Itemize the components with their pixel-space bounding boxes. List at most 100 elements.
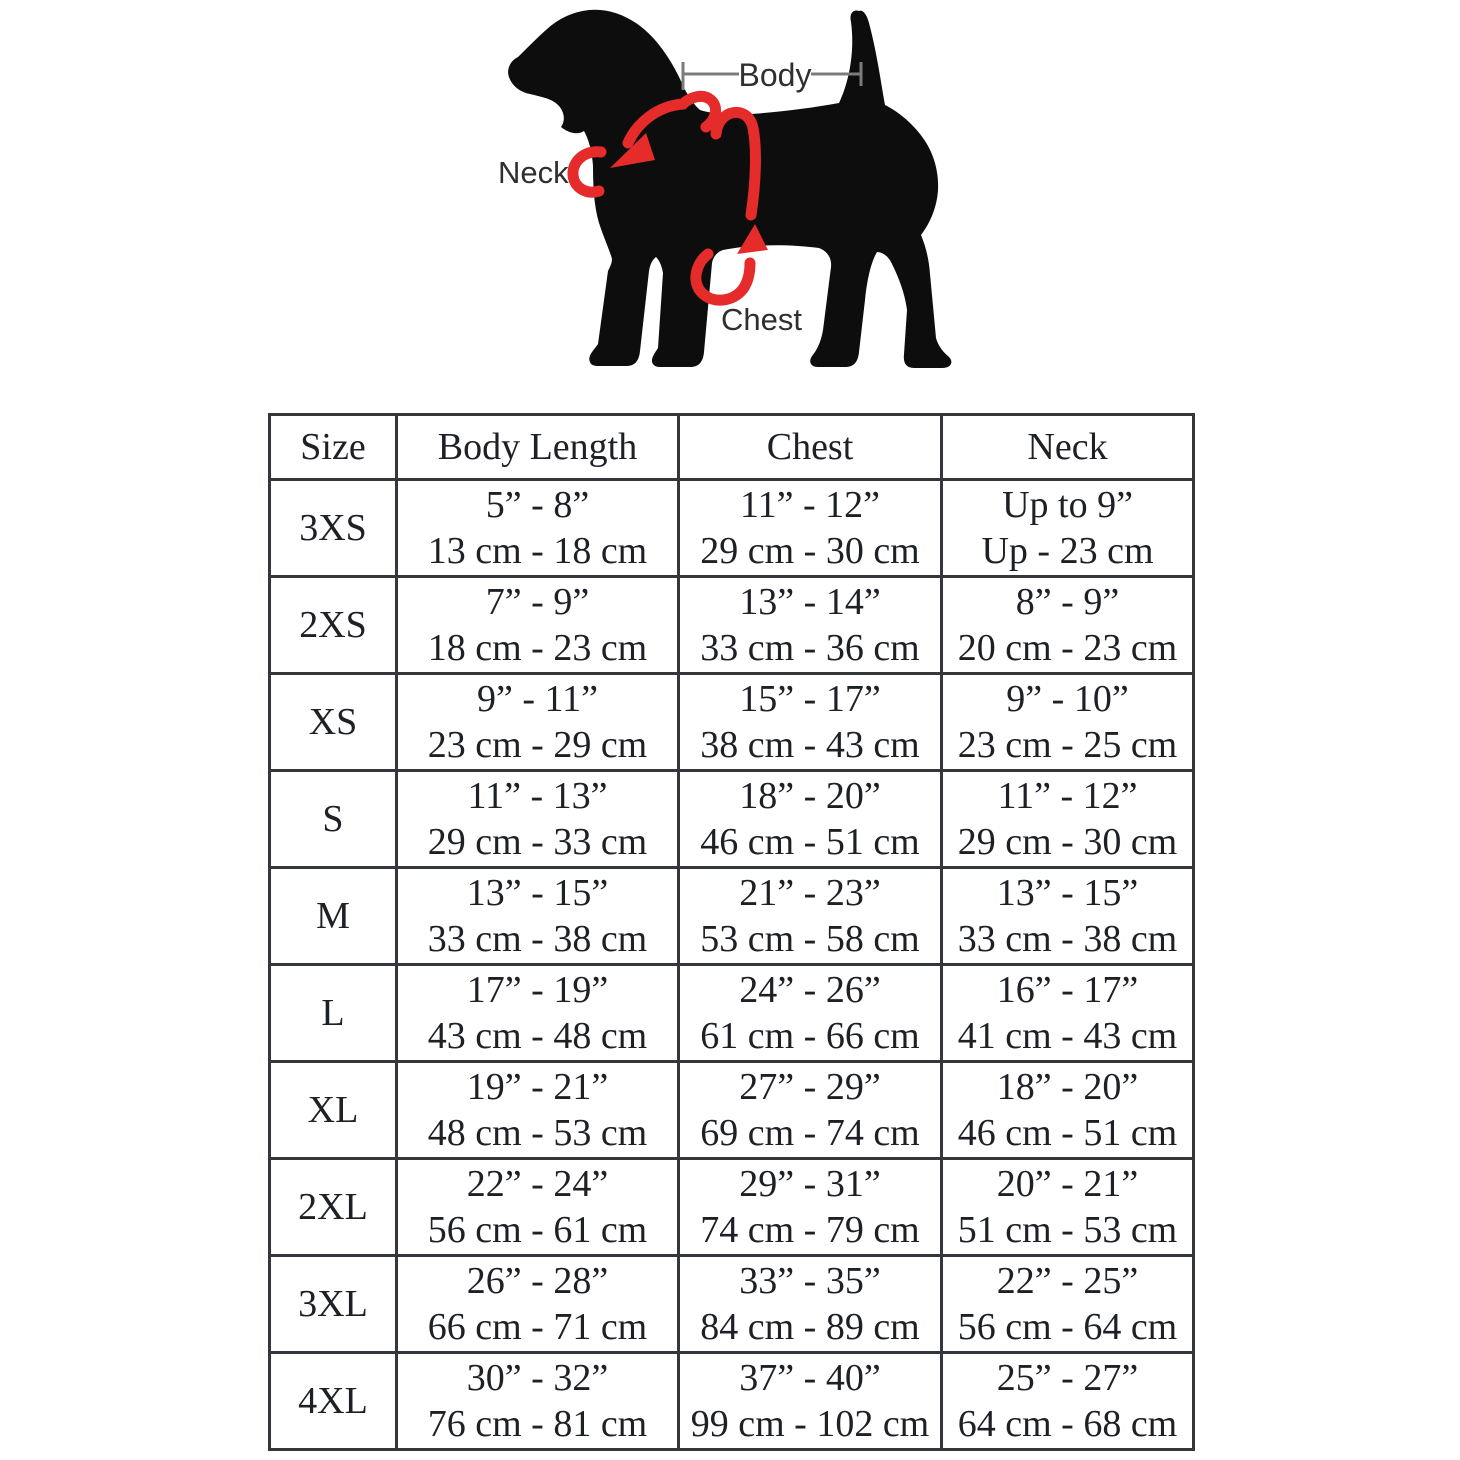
inches-value: 5” - 8”	[485, 484, 590, 526]
neck-cell: 13” - 15” 33 cm - 38 cm	[940, 866, 1195, 966]
table-row: 3XL 26” - 28” 66 cm - 71 cm 33” - 35” 84 c…	[268, 1254, 1195, 1354]
body-label: Body	[739, 57, 812, 93]
cm-value: 51 cm - 53 cm	[957, 1209, 1178, 1251]
neck-cell: 8” - 9” 20 cm - 23 cm	[940, 575, 1195, 675]
body-length-cell: 17” - 19” 43 cm - 48 cm	[395, 963, 680, 1063]
inches-value: 22” - 24”	[466, 1163, 609, 1205]
inches-value: 16” - 17”	[996, 969, 1139, 1011]
cm-value: 43 cm - 48 cm	[427, 1015, 648, 1057]
inches-value: 13” - 15”	[466, 872, 609, 914]
dog-measurement-diagram: Body Neck Chest	[498, 9, 952, 369]
body-length-cell: 30” - 32” 76 cm - 81 cm	[395, 1351, 680, 1451]
table-row: L 17” - 19” 43 cm - 48 cm 24” - 26” 61 cm …	[268, 963, 1195, 1063]
inches-value: 25” - 27”	[996, 1357, 1139, 1399]
chest-girth-line	[710, 106, 761, 221]
body-length-cell: 19” - 21” 48 cm - 53 cm	[395, 1060, 680, 1160]
dog-silhouette-graphic	[508, 9, 952, 369]
size-cell: 2XS	[268, 575, 398, 675]
table-row: 2XS 7” - 9” 18 cm - 23 cm 13” - 14” 33 cm …	[268, 575, 1195, 675]
neck-arrowhead-icon	[610, 133, 655, 168]
table-body: 3XS 5” - 8” 13 cm - 18 cm 11” - 12” 29 cm …	[268, 478, 1195, 1451]
size-cell: XL	[268, 1060, 398, 1160]
body-length-cell: 11” - 13” 29 cm - 33 cm	[395, 769, 680, 869]
neck-label: Neck	[498, 155, 569, 190]
neck-cell: 25” - 27” 64 cm - 68 cm	[940, 1351, 1195, 1451]
neck-measure-arc	[622, 90, 722, 149]
inches-value: 18” - 20”	[739, 775, 881, 817]
size-cell: S	[268, 769, 398, 869]
cm-value: 23 cm - 25 cm	[957, 724, 1178, 766]
body-length-cell: 9” - 11” 23 cm - 29 cm	[395, 672, 680, 772]
cm-value: 29 cm - 30 cm	[700, 530, 920, 572]
body-length-cell: 26” - 28” 66 cm - 71 cm	[395, 1254, 680, 1354]
neck-cell: 16” - 17” 41 cm - 43 cm	[940, 963, 1195, 1063]
cm-value: 84 cm - 89 cm	[700, 1306, 920, 1348]
chest-cell: 37” - 40” 99 cm - 102 cm	[677, 1351, 943, 1451]
inches-value: 27” - 29”	[739, 1066, 881, 1108]
chest-cell: 13” - 14” 33 cm - 36 cm	[677, 575, 943, 675]
inches-value: 9” - 10”	[1006, 678, 1129, 720]
chest-cell: 24” - 26” 61 cm - 66 cm	[677, 963, 943, 1063]
header-chest: Chest	[677, 413, 943, 481]
cm-value: 13 cm - 18 cm	[427, 530, 648, 572]
chest-label: Chest	[721, 302, 802, 337]
cm-value: 76 cm - 81 cm	[427, 1403, 648, 1445]
cm-value: 53 cm - 58 cm	[700, 918, 920, 960]
header-row: Size Body Length Chest Neck	[268, 413, 1195, 481]
size-cell: L	[268, 963, 398, 1063]
cm-value: 61 cm - 66 cm	[700, 1015, 920, 1057]
header-body-length: Body Length	[395, 413, 680, 481]
cm-value: 38 cm - 43 cm	[700, 724, 920, 766]
chest-cell: 11” - 12” 29 cm - 30 cm	[677, 478, 943, 578]
size-cell: XS	[268, 672, 398, 772]
cm-value: 20 cm - 23 cm	[957, 627, 1178, 669]
table-row: XS 9” - 11” 23 cm - 29 cm 15” - 17” 38 cm …	[268, 672, 1195, 772]
inches-value: Up to 9”	[1002, 484, 1133, 526]
cm-value: 48 cm - 53 cm	[427, 1112, 648, 1154]
inches-value: 20” - 21”	[996, 1163, 1139, 1205]
inches-value: 9” - 11”	[477, 678, 598, 720]
header-neck: Neck	[940, 413, 1195, 481]
cm-value: 18 cm - 23 cm	[427, 627, 648, 669]
inches-value: 11” - 12”	[997, 775, 1138, 817]
size-cell: 2XL	[268, 1157, 398, 1257]
neck-cell: 9” - 10” 23 cm - 25 cm	[940, 672, 1195, 772]
chest-cell: 29” - 31” 74 cm - 79 cm	[677, 1157, 943, 1257]
cm-value: 66 cm - 71 cm	[427, 1306, 648, 1348]
body-measure-line	[681, 62, 863, 90]
table-row: M 13” - 15” 33 cm - 38 cm 21” - 23” 53 cm …	[268, 866, 1195, 966]
size-chart-table: Size Body Length Chest Neck 3XS 5” - 8” 1…	[268, 413, 1195, 1451]
neck-cell: Up to 9” Up - 23 cm	[940, 478, 1195, 578]
cm-value: 33 cm - 38 cm	[427, 918, 648, 960]
chest-cell: 15” - 17” 38 cm - 43 cm	[677, 672, 943, 772]
inches-value: 22” - 25”	[996, 1260, 1139, 1302]
chest-cell: 21” - 23” 53 cm - 58 cm	[677, 866, 943, 966]
inches-value: 37” - 40”	[739, 1357, 881, 1399]
size-cell: M	[268, 866, 398, 966]
inches-value: 11” - 12”	[740, 484, 880, 526]
body-length-cell: 22” - 24” 56 cm - 61 cm	[395, 1157, 680, 1257]
cm-value: 56 cm - 64 cm	[957, 1306, 1178, 1348]
inches-value: 30” - 32”	[466, 1357, 609, 1399]
cm-value: 33 cm - 36 cm	[700, 627, 920, 669]
inches-value: 13” - 14”	[739, 581, 881, 623]
size-cell: 3XL	[268, 1254, 398, 1354]
inches-value: 7” - 9”	[485, 581, 590, 623]
body-length-cell: 5” - 8” 13 cm - 18 cm	[395, 478, 680, 578]
cm-value: Up - 23 cm	[981, 530, 1154, 572]
cm-value: 74 cm - 79 cm	[700, 1209, 920, 1251]
body-length-cell: 13” - 15” 33 cm - 38 cm	[395, 866, 680, 966]
cm-value: 41 cm - 43 cm	[957, 1015, 1178, 1057]
body-length-cell: 7” - 9” 18 cm - 23 cm	[395, 575, 680, 675]
table-row: 3XS 5” - 8” 13 cm - 18 cm 11” - 12” 29 cm …	[268, 478, 1195, 578]
chest-cell: 27” - 29” 69 cm - 74 cm	[677, 1060, 943, 1160]
cm-value: 69 cm - 74 cm	[700, 1112, 920, 1154]
table-header: Size Body Length Chest Neck	[268, 413, 1195, 481]
neck-cell: 11” - 12” 29 cm - 30 cm	[940, 769, 1195, 869]
size-cell: 4XL	[268, 1351, 398, 1451]
chest-cell: 18” - 20” 46 cm - 51 cm	[677, 769, 943, 869]
inches-value: 11” - 13”	[467, 775, 608, 817]
neck-loop-far-arc	[567, 146, 607, 198]
cm-value: 29 cm - 30 cm	[957, 821, 1178, 863]
